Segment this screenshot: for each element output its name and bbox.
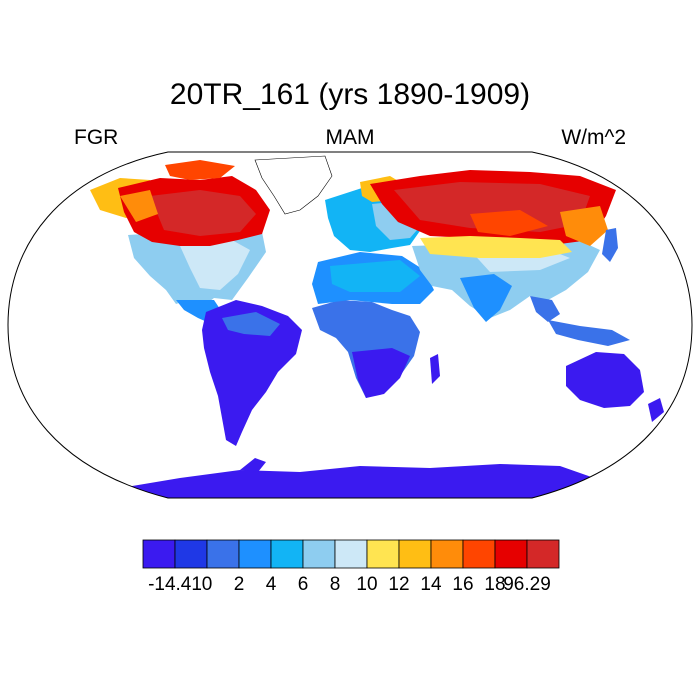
southern-africa bbox=[352, 348, 410, 398]
canada-patch bbox=[120, 190, 158, 222]
colorbar-box bbox=[302, 539, 336, 569]
colorbar-box bbox=[526, 539, 560, 569]
amazon-patch bbox=[222, 312, 280, 336]
colorbar-tick-label: 16 bbox=[452, 574, 473, 595]
australia bbox=[566, 352, 644, 408]
variable-label: FGR bbox=[74, 126, 119, 149]
colorbar-box bbox=[430, 539, 464, 569]
canada-core bbox=[150, 190, 256, 236]
globe-outline bbox=[7, 151, 693, 499]
new-zealand bbox=[648, 398, 664, 422]
colorbar-tick-label: 0 bbox=[202, 574, 213, 595]
japan bbox=[602, 228, 618, 262]
colorbar-box bbox=[462, 539, 496, 569]
siberia-core bbox=[394, 182, 590, 232]
colorbar-box bbox=[206, 539, 240, 569]
season-label: MAM bbox=[325, 126, 375, 149]
antarctic-peninsula bbox=[240, 458, 266, 472]
colorbar-tick-label: 6 bbox=[298, 574, 309, 595]
colorbar-tick-label: 14 bbox=[420, 574, 442, 595]
siberia-patch-1 bbox=[470, 210, 548, 236]
greenland bbox=[254, 155, 333, 215]
map-title: 20TR_161 (yrs 1890-1909) bbox=[169, 78, 531, 111]
colorbar-box bbox=[238, 539, 272, 569]
madagascar bbox=[430, 354, 440, 384]
colorbar-tick-label: -14.41 bbox=[148, 574, 202, 595]
siberia-patch-2 bbox=[560, 206, 608, 246]
colorbar-tick-label: 10 bbox=[356, 574, 377, 595]
colorbar-box bbox=[334, 539, 368, 569]
colorbar-tick-label: 96.29 bbox=[503, 574, 551, 595]
colorbar-tick-label: 18 bbox=[484, 574, 505, 595]
india bbox=[460, 274, 512, 322]
asia-mid bbox=[420, 236, 572, 258]
colorbar-box bbox=[398, 539, 432, 569]
colorbar-box bbox=[494, 539, 528, 569]
colorbar-tick-label: 8 bbox=[330, 574, 341, 595]
units-label: W/m^2 bbox=[561, 126, 626, 149]
eastern-usa bbox=[180, 240, 250, 290]
colorbar-tick-label: 2 bbox=[234, 574, 245, 595]
colorbar-tick-label: 12 bbox=[388, 574, 409, 595]
indonesia bbox=[548, 320, 630, 346]
arctic-islands bbox=[165, 160, 235, 180]
antarctica bbox=[60, 464, 640, 498]
colorbar-box bbox=[142, 539, 176, 569]
colorbar-box bbox=[366, 539, 400, 569]
south-america bbox=[202, 300, 302, 446]
colorbar-tick-label: 4 bbox=[266, 574, 277, 595]
colorbar-box bbox=[270, 539, 304, 569]
sahara-patch bbox=[330, 260, 420, 292]
southeast-asia bbox=[530, 296, 560, 322]
colorbar-box bbox=[174, 539, 208, 569]
